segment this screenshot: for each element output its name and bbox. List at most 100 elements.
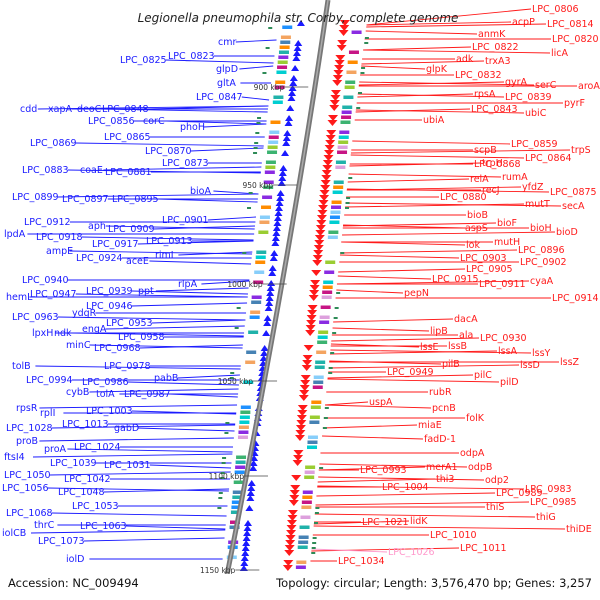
left-gene-label[interactable]: LPC_0899 bbox=[12, 192, 59, 203]
left-gene-label[interactable]: LPC_0825 bbox=[120, 55, 167, 66]
left-gene-label[interactable]: LPC_1039 bbox=[50, 458, 97, 469]
left-gene-label[interactable]: LPC_0823 bbox=[168, 51, 215, 62]
left-gene-label[interactable]: LPC_0968 bbox=[94, 343, 141, 354]
right-gene-label[interactable]: LPC_0989 bbox=[496, 488, 543, 499]
right-gene-label[interactable]: bioF bbox=[497, 218, 517, 229]
right-gene-label[interactable]: trxA3 bbox=[485, 56, 511, 67]
right-gene-label[interactable]: mutT bbox=[525, 199, 550, 210]
right-gene-label[interactable]: LPC_1010 bbox=[430, 530, 477, 541]
right-gene-label[interactable]: ala bbox=[459, 330, 473, 341]
right-gene-label[interactable]: pilC bbox=[474, 370, 492, 381]
left-gene-label[interactable]: deoC bbox=[77, 104, 102, 115]
left-gene-label[interactable]: LPC_0986 bbox=[82, 377, 129, 388]
right-gene-label[interactable]: scpB bbox=[474, 145, 497, 156]
right-gene-label[interactable]: lssE bbox=[420, 342, 439, 353]
left-gene-label[interactable]: glpD bbox=[216, 64, 238, 75]
right-gene-label[interactable]: lidK bbox=[410, 516, 428, 527]
left-gene-label[interactable]: lpxH bbox=[32, 328, 53, 339]
right-gene-label[interactable]: cyaA bbox=[530, 276, 554, 287]
left-gene-label[interactable]: corC bbox=[143, 116, 165, 127]
right-gene-label[interactable]: thiG bbox=[536, 512, 556, 523]
right-gene-label[interactable]: LPC_0843 bbox=[471, 104, 518, 115]
right-gene-label[interactable]: miaE bbox=[418, 420, 442, 431]
left-gene-label[interactable]: LPC_0873 bbox=[162, 158, 209, 169]
right-gene-label[interactable]: LPC_0832 bbox=[455, 70, 502, 81]
left-gene-label[interactable]: gabD bbox=[114, 423, 139, 434]
left-gene-label[interactable]: ppt bbox=[138, 286, 154, 297]
left-gene-label[interactable]: LPC_0909 bbox=[108, 224, 155, 235]
left-gene-label[interactable]: LPC_0913 bbox=[146, 236, 193, 247]
left-gene-label[interactable]: ftsI4 bbox=[4, 452, 25, 463]
left-gene-label[interactable]: pabB bbox=[154, 373, 178, 384]
right-gene-label[interactable]: trpS bbox=[571, 145, 591, 156]
right-gene-label[interactable]: LPC_0930 bbox=[480, 333, 527, 344]
right-gene-label[interactable]: gyrA bbox=[505, 77, 528, 88]
left-gene-label[interactable]: LPC_0897 bbox=[62, 194, 109, 205]
left-gene-label[interactable]: LPC_0869 bbox=[30, 138, 77, 149]
left-gene-label[interactable]: LPC_1053 bbox=[72, 501, 119, 512]
right-gene-label[interactable]: LPC_1011 bbox=[460, 543, 507, 554]
right-gene-label[interactable]: bioH bbox=[530, 223, 552, 234]
right-gene-label[interactable]: licA bbox=[551, 48, 569, 59]
right-gene-label[interactable]: serC bbox=[535, 80, 557, 91]
left-gene-label[interactable]: LPC_1068 bbox=[6, 508, 53, 519]
left-gene-label[interactable]: engA bbox=[82, 324, 107, 335]
left-gene-label[interactable]: cmr bbox=[218, 37, 236, 48]
left-gene-label[interactable]: aph bbox=[88, 221, 106, 232]
right-gene-label[interactable]: rubR bbox=[429, 387, 452, 398]
right-gene-label[interactable]: LPC_1034 bbox=[338, 556, 385, 567]
right-gene-label[interactable]: trpH bbox=[482, 158, 503, 169]
right-gene-label[interactable]: LPC_0983 bbox=[525, 484, 572, 495]
right-gene-label[interactable]: rpsA bbox=[474, 89, 496, 100]
right-gene-label[interactable]: LPC_0914 bbox=[552, 293, 599, 304]
left-gene-label[interactable]: LPC_0994 bbox=[26, 375, 73, 386]
right-gene-label[interactable]: LPC_0859 bbox=[511, 139, 558, 150]
right-gene-label[interactable]: bioD bbox=[556, 227, 578, 238]
left-gene-label[interactable]: LPC_1024 bbox=[74, 442, 121, 453]
left-gene-label[interactable]: iolD bbox=[66, 554, 84, 565]
right-gene-label[interactable]: thiS bbox=[486, 502, 504, 513]
left-gene-label[interactable]: LPC_0946 bbox=[86, 301, 133, 312]
left-gene-label[interactable]: cybB bbox=[66, 387, 89, 398]
right-gene-label[interactable]: ubiA bbox=[423, 115, 445, 126]
left-gene-label[interactable]: bioA bbox=[190, 186, 211, 197]
right-gene-label[interactable]: acpP bbox=[512, 17, 535, 28]
left-gene-label[interactable]: minC bbox=[66, 340, 91, 351]
left-gene-label[interactable]: ydgR bbox=[72, 308, 97, 319]
left-gene-label[interactable]: LPC_0856 bbox=[88, 116, 135, 127]
right-gene-label[interactable]: LPC_0822 bbox=[472, 42, 519, 53]
left-gene-label[interactable]: coaE bbox=[80, 165, 103, 176]
right-gene-label[interactable]: LPC_0896 bbox=[518, 245, 565, 256]
right-gene-label[interactable]: LPC_0868 bbox=[474, 159, 521, 170]
right-gene-label[interactable]: lssB bbox=[448, 341, 467, 352]
left-gene-label[interactable]: LPC_0883 bbox=[22, 165, 69, 176]
left-gene-label[interactable]: LPC_0912 bbox=[24, 217, 71, 228]
right-gene-label[interactable]: LPC_0864 bbox=[525, 153, 572, 164]
right-gene-label[interactable]: fadD-1 bbox=[424, 434, 456, 445]
left-gene-label[interactable]: cdd bbox=[20, 104, 37, 115]
left-gene-label[interactable]: LPC_1048 bbox=[58, 487, 105, 498]
left-gene-label[interactable]: proA bbox=[44, 444, 67, 455]
right-gene-label[interactable]: LPC_1021 bbox=[362, 517, 409, 528]
left-gene-label[interactable]: LPC_0939 bbox=[86, 286, 133, 297]
right-gene-label[interactable]: relA bbox=[470, 174, 489, 185]
right-gene-label[interactable]: folK bbox=[466, 413, 485, 424]
left-gene-label[interactable]: LPC_0848 bbox=[102, 104, 149, 115]
right-gene-label[interactable]: lok bbox=[466, 240, 480, 251]
right-gene-label[interactable]: LPC_0902 bbox=[520, 257, 567, 268]
left-gene-label[interactable]: phoH bbox=[180, 122, 205, 133]
right-gene-label[interactable]: lssZ bbox=[560, 357, 580, 368]
right-gene-label[interactable]: anmK bbox=[478, 29, 506, 40]
left-gene-label[interactable]: LPC_1063 bbox=[80, 521, 127, 532]
left-gene-label[interactable]: LPC_0953 bbox=[106, 318, 153, 329]
right-gene-label[interactable]: thiDE bbox=[566, 524, 592, 535]
right-gene-label[interactable]: pilB bbox=[442, 359, 460, 370]
right-gene-label[interactable]: LPC_0806 bbox=[532, 4, 579, 15]
right-gene-label[interactable]: LPC_0839 bbox=[505, 92, 552, 103]
right-gene-label[interactable]: yfdZ bbox=[522, 182, 544, 193]
right-gene-label[interactable]: mutH bbox=[494, 237, 520, 248]
right-gene-label[interactable]: pyrF bbox=[564, 98, 585, 109]
right-gene-label[interactable]: LPC_0993 bbox=[360, 465, 407, 476]
right-gene-label[interactable]: adk bbox=[456, 54, 474, 65]
left-gene-label[interactable]: LPC_1003 bbox=[86, 406, 133, 417]
